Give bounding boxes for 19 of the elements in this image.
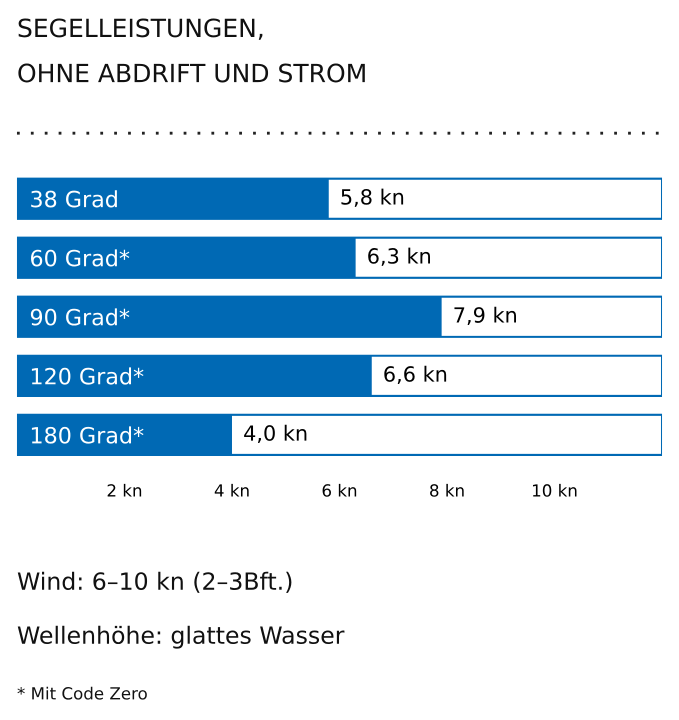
data-label: 5,8 kn — [341, 188, 404, 207]
x-tick-label: 4 kn — [214, 484, 249, 497]
text: Wind: 6–10 kn (2–3Bft.) — [18, 572, 292, 593]
data-label: 7,9 kn — [454, 306, 516, 325]
y-tick-label: 90 Grad* — [30, 308, 130, 326]
x-tick-label: 6 kn — [322, 484, 356, 497]
y-tick-label: 180 Grad* — [32, 426, 144, 444]
x-tick-label: 2 kn — [108, 484, 142, 497]
data-label: 6,6 kn — [384, 366, 446, 384]
data-label: 4,0 kn — [244, 424, 306, 444]
x-tick-label: 10 kn — [532, 484, 576, 497]
y-tick-label: 120 Grad* — [32, 367, 144, 385]
text: Wellenhöhe: glattes Wasser — [18, 626, 344, 649]
data-label: 6,3 kn — [368, 248, 430, 266]
chart-title: SEGELLEISTUNGEN, OHNE ABDRIFT UND STROM — [18, 18, 365, 82]
text: * Mit Code Zero — [17, 686, 147, 700]
y-tick-label: 60 Grad* — [31, 249, 130, 267]
y-tick-label: 38 Grad — [31, 190, 117, 208]
x-tick-label: 8 kn — [430, 484, 464, 497]
